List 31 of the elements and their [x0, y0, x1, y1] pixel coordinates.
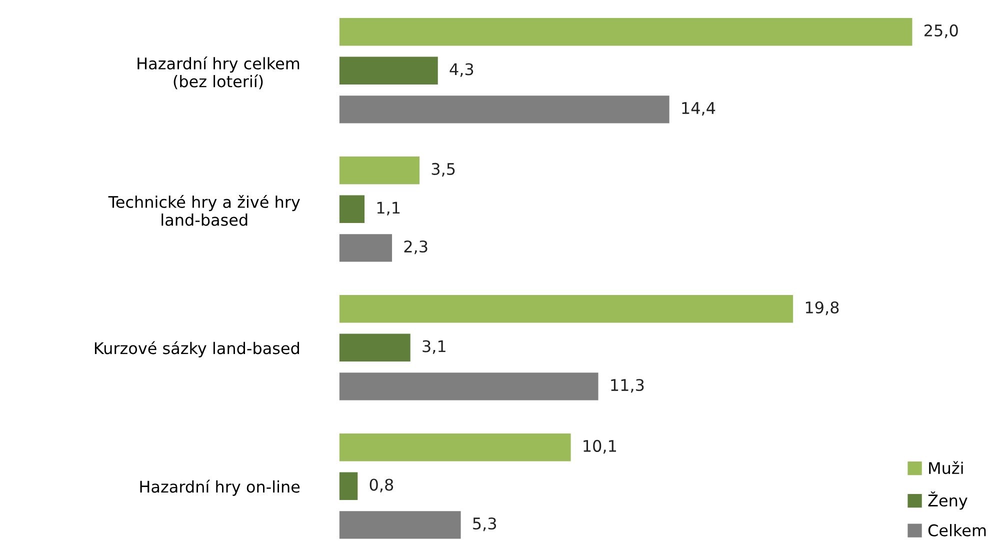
- data-label: 4,3: [450, 63, 474, 77]
- legend-label: Ženy: [928, 492, 968, 510]
- y-tick-label: Kurzové sázky land-based: [94, 341, 299, 358]
- bar: [339, 56, 438, 84]
- bar: [339, 195, 365, 223]
- y-tick-label: Hazardní hry on-line: [140, 480, 300, 496]
- data-label: 14,4: [682, 102, 716, 116]
- bar: [339, 156, 420, 184]
- data-label: 3,5: [432, 162, 455, 177]
- legend-label: Muži: [929, 461, 963, 474]
- data-label: 19,8: [806, 301, 839, 316]
- y-tick-label: Hazardní hry celkem (bez loterií): [138, 56, 300, 90]
- data-label: 2,3: [404, 240, 428, 254]
- data-label: 11,3: [611, 378, 644, 393]
- data-label: 1,1: [377, 202, 400, 216]
- bar: [339, 234, 392, 262]
- data-label: 3,1: [422, 340, 446, 354]
- bar: [339, 96, 670, 124]
- legend-label: Celkem: [928, 524, 986, 536]
- bar: [339, 511, 461, 539]
- bar: [339, 334, 410, 362]
- bar: [339, 434, 571, 462]
- data-label: 5,3: [473, 517, 496, 532]
- bar: [339, 18, 912, 46]
- data-label: 10,1: [584, 440, 616, 454]
- bar: [339, 295, 794, 323]
- data-label: 25,0: [924, 24, 958, 38]
- y-tick-label: Technické hry a živé hry land-based: [108, 195, 300, 226]
- bar: [339, 372, 598, 400]
- data-label: 0,8: [370, 478, 394, 492]
- bar: [339, 472, 358, 500]
